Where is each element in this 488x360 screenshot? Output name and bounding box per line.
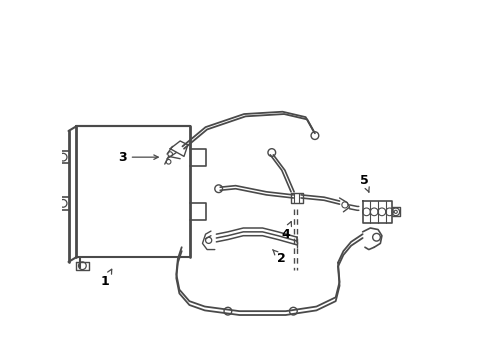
Text: 3: 3 xyxy=(118,150,158,164)
Text: 4: 4 xyxy=(281,221,291,240)
Text: 2: 2 xyxy=(272,249,285,265)
Text: 1: 1 xyxy=(100,269,111,288)
Text: 5: 5 xyxy=(359,174,368,192)
